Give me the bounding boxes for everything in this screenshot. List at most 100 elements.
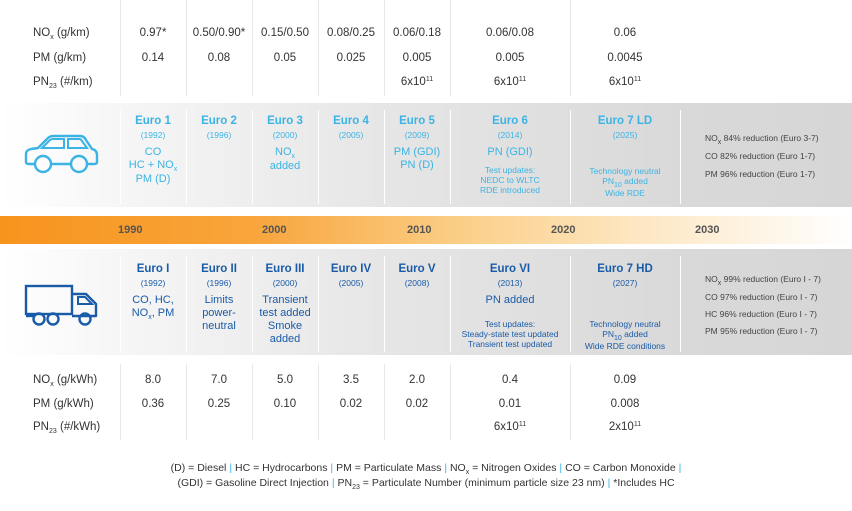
truck-standards-band [0, 249, 852, 355]
car-euro4-name: Euro 4 [333, 115, 369, 127]
car-euro6-updates: Test updates: NEDC to WLTC RDE introduce… [479, 165, 540, 195]
truck-pn-label: PN23 (#/kWh) [33, 421, 101, 435]
car-nox-euro2: 0.50/0.90* [192, 27, 246, 39]
truck-pm-euro5: 0.02 [405, 398, 429, 410]
car-euro6-year: (2014) [497, 130, 523, 140]
truck-euro6-name: Euro VI [489, 263, 531, 275]
car-pm-euro2: 0.08 [207, 52, 231, 64]
car-euro5-name: Euro 5 [399, 115, 435, 127]
truck-euro4-name: Euro IV [330, 263, 372, 275]
car-euro3-notes: NOx added [269, 146, 301, 172]
car-pm-label: PM (g/km) [33, 52, 87, 64]
truck-pm-euro3: 0.10 [273, 398, 297, 410]
car-reduction-pm: PM 96% reduction (Euro 1-7) [705, 169, 816, 179]
car-euro7-name: Euro 7 LD [597, 115, 653, 127]
car-pm-euro4: 0.025 [336, 52, 366, 64]
truck-euro1-col: Euro I (1992) CO, HC, NOx, PM [120, 263, 186, 321]
truck-reduction-nox: NOx 99% reduction (Euro I - 7) [705, 274, 821, 287]
truck-euro4-year: (2005) [338, 278, 364, 288]
truck-icon [24, 284, 98, 326]
car-euro3-year: (2000) [272, 130, 298, 140]
truck-euro3-col: Euro III (2000) Transient test added Smo… [252, 263, 318, 346]
truck-pn-euro6: 6x1011 [493, 421, 527, 433]
truck-nox-label: NOx (g/kWh) [33, 374, 98, 388]
truck-euro1-notes: CO, HC, NOx, PM [131, 294, 175, 321]
car-euro1-notes: CO HC + NOx PM (D) [128, 146, 178, 185]
car-euro5-year: (2009) [404, 130, 430, 140]
truck-euro6-updates: Test updates: Steady-state test updated … [461, 319, 559, 349]
truck-pn-euro7: 2x1011 [608, 421, 642, 433]
truck-euro6-col: Euro VI (2013) PN added Test updates: St… [450, 263, 570, 349]
car-nox-label: NOx (g/km) [33, 27, 90, 41]
car-icon [24, 134, 99, 174]
truck-pm-label: PM (g/kWh) [33, 398, 94, 410]
car-pn-euro6: 6x1011 [493, 76, 527, 88]
car-euro3-col: Euro 3 (2000) NOx added [252, 115, 318, 173]
car-nox-euro5: 0.06/0.18 [393, 27, 441, 39]
truck-reduction-hc: HC 96% reduction (Euro I - 7) [705, 309, 817, 319]
truck-euro2-year: (1996) [206, 278, 232, 288]
truck-euro2-notes: Limits power- neutral [202, 294, 236, 332]
truck-euro6-year: (2013) [497, 278, 523, 288]
truck-reduction-pm: PM 95% reduction (Euro I - 7) [705, 326, 818, 336]
truck-euro3-name: Euro III [265, 263, 305, 275]
car-pn-euro7: 6x1011 [608, 76, 642, 88]
car-euro1-col: Euro 1 (1992) CO HC + NOx PM (D) [120, 115, 186, 186]
truck-euro4-col: Euro IV (2005) [318, 263, 384, 288]
truck-euro7-updates: Technology neutral PN10 added Wide RDE c… [584, 319, 666, 351]
truck-euro6-notes: PN added [485, 294, 535, 306]
truck-euro5-col: Euro V (2008) [384, 263, 450, 288]
truck-euro7-name: Euro 7 HD [597, 263, 653, 275]
timeline-year-2000: 2000 [262, 224, 287, 236]
timeline-year-2030: 2030 [695, 224, 720, 236]
truck-pm-euro7: 0.008 [610, 398, 640, 410]
car-euro7-updates: Technology neutral PN10 added Wide RDE [589, 166, 661, 198]
car-euro2-name: Euro 2 [201, 115, 237, 127]
truck-euro2-col: Euro II (1996) Limits power- neutral [186, 263, 252, 333]
car-pm-euro5: 0.005 [402, 52, 432, 64]
truck-nox-euro6: 0.4 [502, 374, 518, 386]
truck-euro5-name: Euro V [398, 263, 436, 275]
car-euro5-col: Euro 5 (2009) PM (GDI) PN (D) [384, 115, 450, 172]
truck-euro5-year: (2008) [404, 278, 430, 288]
timeline-bar [0, 216, 852, 244]
truck-pm-euro1: 0.36 [141, 398, 165, 410]
truck-euro7-year: (2027) [612, 278, 638, 288]
truck-nox-euro3: 5.0 [277, 374, 293, 386]
car-euro5-notes: PM (GDI) PN (D) [393, 146, 441, 171]
car-euro7-year: (2025) [612, 130, 638, 140]
truck-euro2-name: Euro II [201, 263, 237, 275]
car-euro4-year: (2005) [338, 130, 364, 140]
truck-euro1-name: Euro I [136, 263, 170, 275]
car-pm-euro7: 0.0045 [607, 52, 643, 64]
car-euro1-name: Euro 1 [135, 115, 171, 127]
car-pm-euro3: 0.05 [273, 52, 297, 64]
truck-pm-euro4: 0.02 [339, 398, 363, 410]
truck-nox-euro2: 7.0 [211, 374, 227, 386]
timeline-year-2010: 2010 [407, 224, 432, 236]
car-euro1-year: (1992) [140, 130, 166, 140]
car-nox-euro4: 0.08/0.25 [327, 27, 375, 39]
car-pn-euro5: 6x1011 [400, 76, 434, 88]
car-euro3-name: Euro 3 [267, 115, 303, 127]
truck-nox-euro7: 0.09 [613, 374, 637, 386]
car-standards-band [0, 103, 852, 207]
car-nox-euro6: 0.06/0.08 [486, 27, 534, 39]
truck-euro1-year: (1992) [140, 278, 166, 288]
truck-reduction-co: CO 97% reduction (Euro I - 7) [705, 292, 818, 302]
car-euro6-name: Euro 6 [492, 115, 528, 127]
timeline-year-1990: 1990 [118, 224, 143, 236]
truck-euro3-year: (2000) [272, 278, 298, 288]
car-euro6-col: Euro 6 (2014) PN (GDI) Test updates: NED… [450, 115, 570, 195]
car-nox-euro1: 0.97* [139, 27, 167, 39]
truck-pm-euro2: 0.25 [207, 398, 231, 410]
truck-euro7-col: Euro 7 HD (2027) Technology neutral PN10… [570, 263, 680, 351]
car-euro7-col: Euro 7 LD (2025) Technology neutral PN10… [570, 115, 680, 198]
car-pm-euro1: 0.14 [141, 52, 165, 64]
timeline-year-2020: 2020 [551, 224, 576, 236]
car-reduction-co: CO 82% reduction (Euro 1-7) [705, 151, 816, 161]
car-nox-euro7: 0.06 [613, 27, 637, 39]
truck-euro3-notes: Transient test added Smoke added [259, 294, 311, 345]
car-euro2-col: Euro 2 (1996) [186, 115, 252, 140]
car-nox-euro3: 0.15/0.50 [261, 27, 309, 39]
